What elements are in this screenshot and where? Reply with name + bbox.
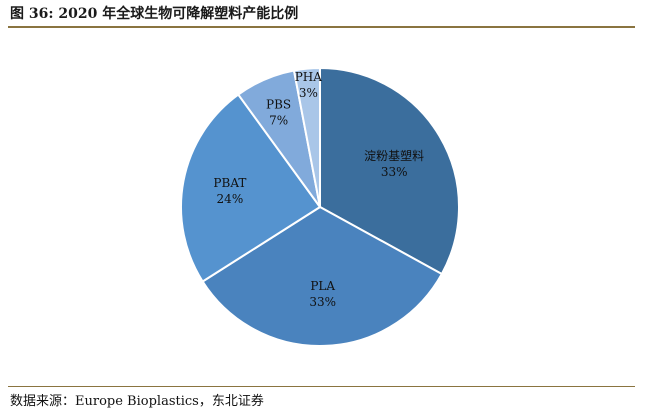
caption-divider	[8, 26, 635, 28]
slice-label: PHA	[295, 70, 323, 84]
figure-caption: 图 36: 2020 年全球生物可降解塑料产能比例	[10, 6, 299, 22]
pie-slice-pha	[292, 66, 321, 208]
slice-value-label: 33%	[309, 295, 336, 309]
source-note: 数据来源：Europe Bioplastics，东北证券	[10, 394, 264, 409]
slice-value-label: 7%	[269, 113, 288, 127]
slice-label: 淀粉基塑料	[364, 148, 424, 163]
slice-label: PBAT	[213, 176, 246, 190]
pie-slice-pbat	[180, 93, 322, 283]
slice-label: PBS	[266, 97, 291, 111]
pie-slice-slice-0	[319, 66, 460, 276]
slice-label: PLA	[310, 279, 335, 293]
slice-value-label: 33%	[381, 165, 408, 179]
source-divider	[8, 386, 635, 387]
slice-value-label: 3%	[299, 86, 318, 100]
pie-slice-pla	[201, 205, 444, 347]
slice-value-label: 24%	[217, 192, 244, 206]
